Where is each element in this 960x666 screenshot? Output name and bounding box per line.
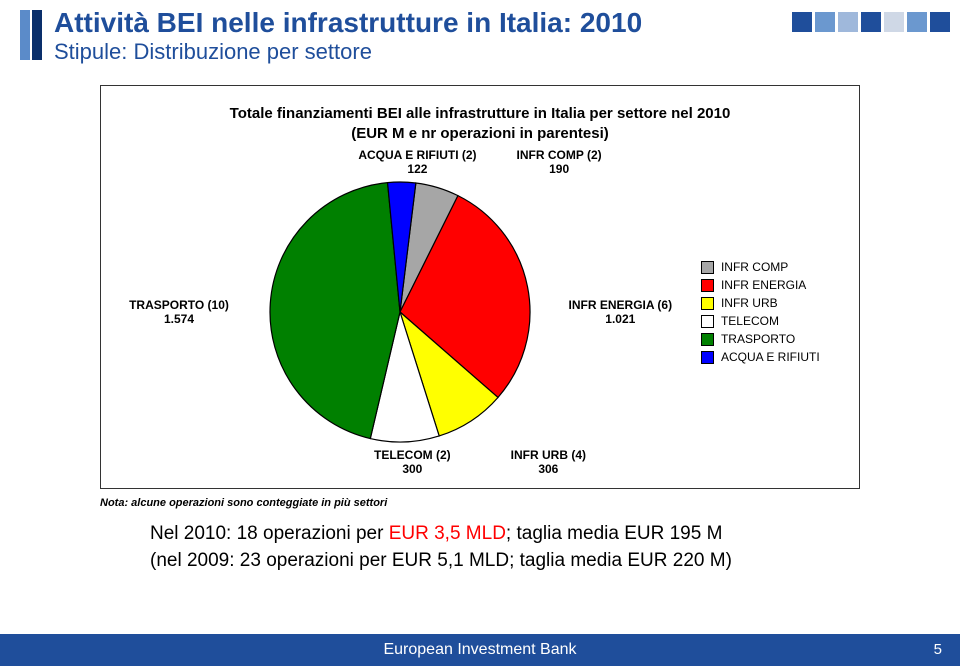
legend-label: INFR URB bbox=[721, 296, 778, 310]
legend-swatch bbox=[701, 261, 714, 274]
legend-label: TRASPORTO bbox=[721, 332, 795, 346]
decorative-square bbox=[792, 12, 812, 32]
chart-caption: Totale finanziamenti BEI alle infrastrut… bbox=[119, 104, 841, 145]
decorative-square bbox=[838, 12, 858, 32]
summary-line2: (nel 2009: 23 operazioni per EUR 5,1 MLD… bbox=[150, 550, 732, 571]
legend-swatch bbox=[701, 315, 714, 328]
chart-body: TRASPORTO (10) 1.574 INFR ENERGIA (6) 1.… bbox=[119, 172, 841, 452]
summary-highlight: EUR 3,5 MLD bbox=[389, 523, 506, 544]
legend-label: INFR ENERGIA bbox=[721, 278, 806, 292]
legend-swatch bbox=[701, 333, 714, 346]
pie-svg bbox=[260, 172, 540, 452]
summary-text: Nel 2010: 18 operazioni per EUR 3,5 MLD;… bbox=[150, 521, 960, 574]
summary-part: ; taglia media EUR 195 M bbox=[506, 523, 723, 544]
decorative-square bbox=[907, 12, 927, 32]
label-text: INFR COMP (2) bbox=[517, 148, 602, 162]
label-energia: INFR ENERGIA (6) 1.021 bbox=[560, 298, 680, 326]
caption-line1: Totale finanziamenti BEI alle infrastrut… bbox=[230, 105, 731, 122]
logo-bar bbox=[20, 10, 30, 60]
chart-frame: Totale finanziamenti BEI alle infrastrut… bbox=[100, 85, 860, 490]
legend-row: ACQUA E RIFIUTI bbox=[701, 350, 841, 364]
label-telecom: TELECOM (2) 300 bbox=[374, 448, 451, 476]
legend-row: TELECOM bbox=[701, 314, 841, 328]
legend-row: INFR ENERGIA bbox=[701, 278, 841, 292]
header-text: Attività BEI nelle infrastrutture in Ita… bbox=[54, 8, 642, 65]
footer-text: European Investment Bank bbox=[383, 641, 576, 658]
legend-label: TELECOM bbox=[721, 314, 779, 328]
footer-bar: European Investment Bank 5 bbox=[0, 634, 960, 666]
label-text: INFR ENERGIA (6) bbox=[569, 298, 673, 312]
note-text: Nota: alcune operazioni sono conteggiate… bbox=[100, 497, 960, 509]
legend-swatch bbox=[701, 279, 714, 292]
label-value: 306 bbox=[538, 462, 558, 476]
label-text: ACQUA E RIFIUTI (2) bbox=[358, 148, 476, 162]
caption-line2: (EUR M e nr operazioni in parentesi) bbox=[351, 125, 609, 142]
decorative-square bbox=[815, 12, 835, 32]
label-trasporto: TRASPORTO (10) 1.574 bbox=[119, 298, 239, 326]
legend-swatch bbox=[701, 297, 714, 310]
logo-bar bbox=[32, 10, 42, 60]
legend-row: INFR URB bbox=[701, 296, 841, 310]
page-number: 5 bbox=[934, 634, 942, 666]
decorative-square bbox=[884, 12, 904, 32]
legend-row: INFR COMP bbox=[701, 260, 841, 274]
slide-header: Attività BEI nelle infrastrutture in Ita… bbox=[0, 0, 960, 65]
slide-title: Attività BEI nelle infrastrutture in Ita… bbox=[54, 8, 642, 39]
legend: INFR COMP INFR ENERGIA INFR URB TELECOM TRAS… bbox=[701, 256, 841, 368]
label-infrurb: INFR URB (4) 306 bbox=[511, 448, 586, 476]
slide-subtitle: Stipule: Distribuzione per settore bbox=[54, 39, 642, 65]
decorative-square bbox=[861, 12, 881, 32]
bottom-labels: TELECOM (2) 300 INFR URB (4) 306 bbox=[119, 448, 841, 476]
pie-chart bbox=[260, 172, 540, 452]
legend-label: INFR COMP bbox=[721, 260, 788, 274]
label-value: 190 bbox=[549, 162, 569, 176]
decorative-square bbox=[930, 12, 950, 32]
label-value: 1.021 bbox=[605, 312, 635, 326]
decorative-squares bbox=[792, 12, 950, 32]
legend-swatch bbox=[701, 351, 714, 364]
legend-label: ACQUA E RIFIUTI bbox=[721, 350, 820, 364]
summary-part: Nel 2010: 18 operazioni per bbox=[150, 523, 389, 544]
legend-row: TRASPORTO bbox=[701, 332, 841, 346]
label-text: TRASPORTO (10) bbox=[129, 298, 229, 312]
label-value: 300 bbox=[402, 462, 422, 476]
label-value: 1.574 bbox=[164, 312, 194, 326]
